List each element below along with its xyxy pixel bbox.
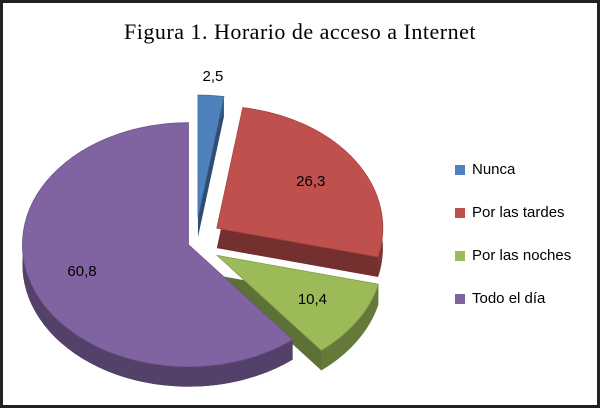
data-label: 60,8: [67, 263, 96, 280]
slice-side: [22, 122, 293, 387]
slice-side: [321, 284, 379, 371]
legend-label: Por las tardes: [472, 204, 565, 221]
legend-swatch: [455, 294, 465, 304]
slice: [197, 94, 225, 218]
chart-title: Figura 1. Horario de acceso a Internet: [124, 19, 476, 44]
data-label: 2,5: [203, 68, 224, 85]
slice: [215, 254, 379, 351]
legend-label: Todo el día: [472, 290, 546, 307]
legend-swatch: [455, 208, 465, 218]
legend-swatch: [455, 251, 465, 261]
slice: [22, 122, 294, 368]
legend-label: Nunca: [472, 161, 516, 178]
data-label: 26,3: [296, 173, 325, 190]
slice: [216, 107, 384, 258]
legend-swatch: [455, 165, 465, 175]
legend-label: Por las noches: [472, 247, 571, 264]
data-label: 10,4: [298, 291, 327, 308]
